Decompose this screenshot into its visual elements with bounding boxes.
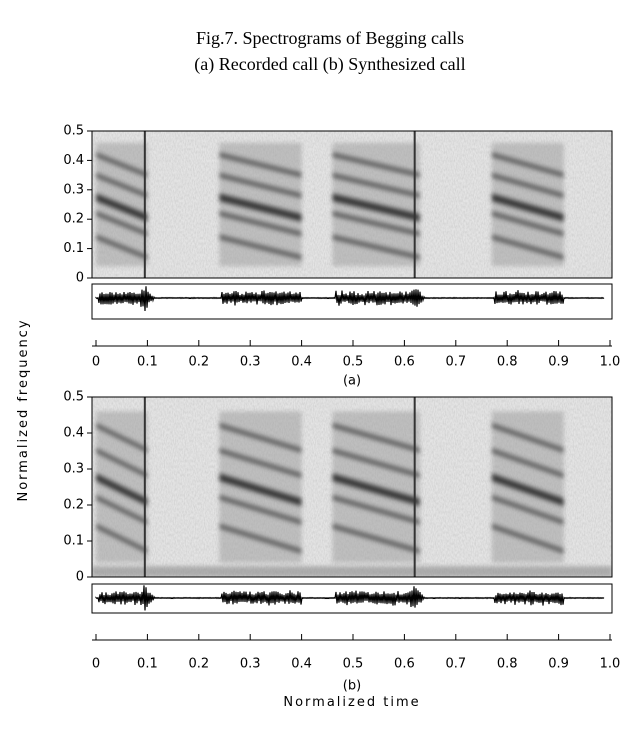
harmonic-band [219,192,302,223]
harmonic-band [332,447,420,479]
harmonic-band [332,494,420,526]
harmonic-band [491,494,564,526]
harmonic-band [491,233,564,261]
harmonic-band [219,422,302,454]
x-tick-label: 0.5 [343,355,364,370]
harmonic-band [332,523,420,555]
harmonic-band [332,151,420,179]
y-tick-label: 0.4 [63,426,84,441]
harmonic-band [332,422,420,454]
harmonic-band [219,210,302,237]
harmonic-band [219,172,302,199]
x-tick-label: 0.7 [445,657,466,672]
harmonic-band [219,494,302,526]
harmonic-band [332,233,420,261]
harmonic-band [219,472,302,507]
harmonic-band [491,523,564,555]
harmonic-band [491,210,564,237]
harmonic-band [219,233,302,261]
harmonic-band [96,210,148,237]
x-tick-label: 0.9 [548,355,569,370]
spectrogram-image [92,397,612,577]
y-tick-label: 0 [76,271,84,286]
harmonic-band [219,447,302,479]
harmonic-band [219,523,302,555]
harmonic-band [219,151,302,179]
y-tick-label: 0.5 [63,390,84,405]
harmonic-band [491,172,564,199]
caption-line: Fig.7. Spectrograms of Begging calls [196,28,464,48]
waveform [95,585,605,611]
x-tick-label: 1.0 [600,355,621,370]
call-patterns [96,142,564,267]
x-tick-label: 0.7 [445,355,466,370]
x-axis-label: Normalized time [283,695,420,710]
waveform-frame [91,283,613,320]
spectrogram-frame [91,130,613,279]
x-tick-label: 0.6 [394,355,415,370]
x-tick-label: 0 [92,657,100,672]
harmonic-band [491,447,564,479]
x-tick-label: 0.5 [343,657,364,672]
harmonic-band [332,472,420,507]
harmonic-band [96,422,148,454]
x-tick-label: 0 [92,355,100,370]
x-tick-label: 0.2 [188,657,209,672]
x-tick-label: 0.4 [291,355,312,370]
y-axis-label: Normalized frequency [16,318,31,501]
harmonic-band [96,472,148,507]
harmonic-band [96,447,148,479]
x-tick-label: 0.1 [137,355,158,370]
panel-label: (a) [343,374,361,389]
x-tick-label: 0.6 [394,657,415,672]
y-tick-label: 0.1 [63,534,84,549]
x-tick-label: 0.2 [188,355,209,370]
harmonic-band [332,172,420,199]
harmonic-band [96,494,148,526]
harmonic-band [332,210,420,237]
panel-label: (b) [343,679,361,694]
spectrogram-image [92,131,612,278]
y-tick-label: 0.5 [63,124,84,139]
harmonic-band [96,172,148,199]
harmonic-band [491,472,564,507]
y-tick-label: 0.4 [63,153,84,168]
x-tick-label: 0.8 [497,657,518,672]
y-tick-label: 0.2 [63,498,84,513]
waveform-frame [91,583,613,614]
harmonic-band [491,151,564,179]
x-tick-label: 0.1 [137,657,158,672]
spectrogram-frame [91,396,613,578]
x-tick-label: 0.3 [240,657,261,672]
x-tick-label: 0.4 [291,657,312,672]
caption-line: (a) Recorded call (b) Synthesized call [194,54,465,75]
harmonic-band [491,192,564,223]
harmonic-band [96,192,148,223]
y-tick-label: 0.1 [63,241,84,256]
harmonic-band [96,233,148,261]
x-tick-label: 0.8 [497,355,518,370]
harmonic-band [96,151,148,179]
harmonic-band [332,192,420,223]
y-tick-label: 0.3 [63,462,84,477]
low-band [92,566,612,577]
call-patterns [92,411,612,577]
y-tick-label: 0 [76,570,84,585]
x-tick-label: 0.3 [240,355,261,370]
waveform [95,286,605,312]
x-tick-label: 1.0 [600,657,621,672]
y-tick-label: 0.2 [63,212,84,227]
x-tick-label: 0.9 [548,657,569,672]
harmonic-band [96,523,148,555]
harmonic-band [491,422,564,454]
y-tick-label: 0.3 [63,182,84,197]
